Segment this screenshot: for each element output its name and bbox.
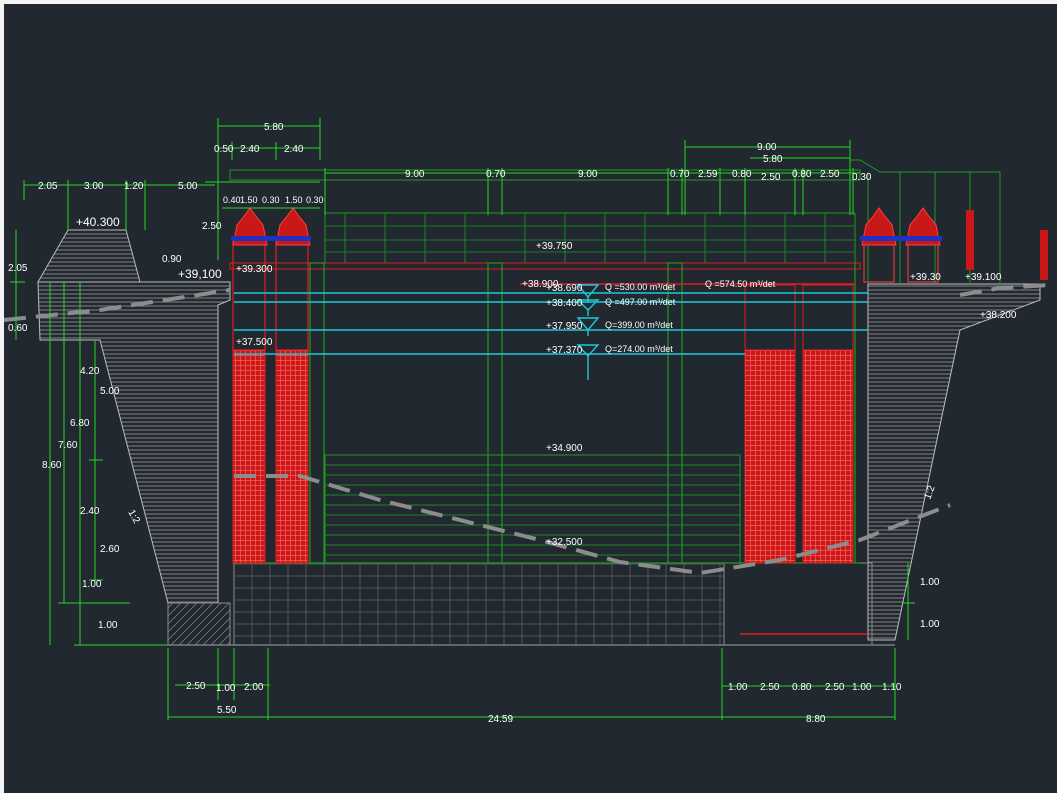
dim-label: 0.70 [670,169,690,180]
elevation-label: +38.200 [980,310,1017,321]
dim-label: 2.60 [100,544,120,555]
water-levels [234,283,868,380]
dim-label: 0.90 [162,254,182,265]
dim-label: 2.40 [284,144,304,155]
right-dimensions: 1.00 1.00 [920,577,940,630]
elevation-label: +37.950 [546,321,583,332]
dim-label: 9.00 [578,169,598,180]
dim-label: 1.00 [728,682,748,693]
dim-label: 1.50 [285,195,303,205]
dimension-lines [10,118,915,720]
dim-label: 1.00 [920,577,940,588]
dim-label: 8.60 [42,460,62,471]
dim-label: 6.80 [70,418,90,429]
foundation-slab [168,562,895,646]
dim-label: 0.80 [792,682,812,693]
dim-label: 2.00 [244,682,264,693]
elevation-label: +39.30 [910,272,941,283]
bridge-structure [229,159,1001,564]
ground-profile [3,283,1051,576]
dim-label: 2.40 [80,506,100,517]
water-symbol-icon [576,284,600,380]
flow-label: Q=399.00 m³/det [605,320,673,330]
dim-label: 9.00 [405,169,425,180]
dim-label: 5.80 [264,122,284,133]
dim-label: 8.80 [806,714,826,725]
elevation-label: +37.500 [236,337,273,348]
dim-label: 0.80 [792,169,812,180]
top-dimensions: 5.80 0.50 2.40 2.40 9.00 5.80 2.05 3.00 … [38,122,872,232]
flow-labels: Q =530.00 m³/det Q =497.00 m³/det Q=399.… [605,279,776,354]
flow-label: Q =497.00 m³/det [605,297,676,307]
dim-label: 3.00 [84,181,104,192]
elevation-label: +34.900 [546,443,583,454]
slope-label: 1:2 [125,508,142,526]
dim-label: 24.59 [488,714,513,725]
flow-label: Q =574.50 m³/det [705,279,776,289]
dim-label: 2.40 [240,144,260,155]
dim-label: 1.10 [882,682,902,693]
dim-label: 1.00 [82,579,102,590]
gate-hoists [231,207,1048,283]
slope-label: 1:2 [922,484,937,501]
elevation-label: +38.400 [546,298,583,309]
dim-label: 5.00 [100,386,120,397]
dim-label: 5.50 [217,705,237,716]
elevation-label: +39.100 [965,272,1002,283]
right-gates [744,284,854,564]
dim-label: 2.05 [8,263,28,274]
dim-label: 2.50 [825,682,845,693]
dim-label: 1.00 [216,683,236,694]
dim-label: 2.50 [186,681,206,692]
dim-label: 1.00 [98,620,118,631]
elevation-label: +32.500 [546,537,583,548]
dim-label: 1.00 [920,619,940,630]
dim-label: 5.00 [178,181,198,192]
bottom-dimensions: 2.50 1.00 2.00 5.50 24.59 8.80 1.00 2.50… [186,681,902,725]
dim-label: 0.70 [486,169,506,180]
dim-label: 7.60 [58,440,78,451]
dim-label: 0.50 [214,144,234,155]
elevation-label: +38.690 [546,283,583,294]
dim-label: 1.50 [240,195,258,205]
elevation-label: +37.370 [546,345,583,356]
dim-label: 0.40 [223,195,241,205]
elevation-label: +39,100 [178,267,222,281]
elevations: +40.300 +39,100 +39.300 +37.500 +39.750 … [76,215,1017,548]
left-embankment [37,229,231,646]
dim-label: 5.80 [763,154,783,165]
dim-label: 2.50 [820,169,840,180]
left-dimensions: 2.05 0.60 0.90 4.20 5.00 6.80 7.60 8.60 … [8,254,182,631]
dim-label: 1.20 [124,181,144,192]
dim-label: 2.59 [698,169,718,180]
elevation-label: +38.900 [522,279,559,290]
right-embankment [867,283,1041,641]
dim-label: 9.00 [757,142,777,153]
dim-label: 2.50 [760,682,780,693]
dim-label: 2.05 [38,181,58,192]
elevation-label: +39.300 [236,264,273,275]
dim-label: 4.20 [80,366,100,377]
left-gates [232,239,309,564]
dim-label: 0.80 [732,169,752,180]
dim-label: 0.60 [8,323,28,334]
flow-label: Q =530.00 m³/det [605,282,676,292]
elevation-label: +39.750 [536,241,573,252]
dim-label: 2.50 [202,221,222,232]
dim-label: 0.30 [262,195,280,205]
elevation-label: +40.300 [76,215,120,229]
flow-label: Q=274.00 m³/det [605,344,673,354]
dim-label: 0.30 [306,195,324,205]
dim-label: 0.30 [852,172,872,183]
dim-label: 2.50 [761,172,781,183]
dim-label: 1.00 [852,682,872,693]
